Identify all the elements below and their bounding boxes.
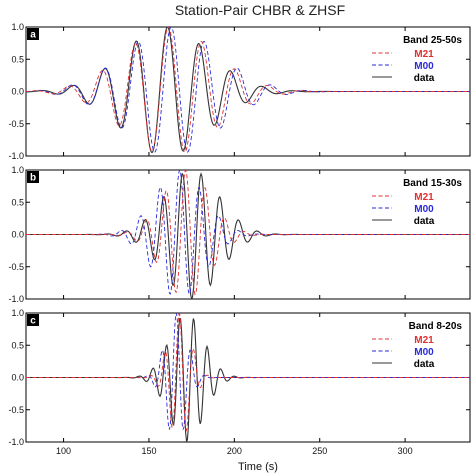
y-tick-label: -0.5 <box>8 119 24 129</box>
legend-label-data: data <box>414 359 435 370</box>
x-tick-label: 150 <box>141 446 156 456</box>
panel-letter-badge <box>27 314 39 326</box>
x-axis-label: Time (s) <box>238 461 278 473</box>
y-tick-label: -1.0 <box>8 294 24 304</box>
series-line-m21 <box>26 313 470 432</box>
x-tick-label: 300 <box>398 446 413 456</box>
legend-label-m00: M00 <box>414 61 434 72</box>
y-tick-label: 1.0 <box>11 165 24 175</box>
y-tick-label: -1.0 <box>8 151 24 161</box>
panel-letter-badge <box>27 28 39 40</box>
y-tick-label: -0.5 <box>8 405 24 415</box>
panel-letter: a <box>30 30 36 41</box>
y-tick-label: 1.0 <box>11 22 24 32</box>
x-tick-label: 250 <box>312 446 327 456</box>
series-line-m00 <box>26 27 470 153</box>
figure-title: Station-Pair CHBR & ZHSF <box>175 2 345 18</box>
legend-title: Band 8-20s <box>409 321 463 332</box>
y-tick-label: -1.0 <box>8 437 24 447</box>
y-tick-label: 0.5 <box>11 54 24 64</box>
y-tick-label: 1.0 <box>11 308 24 318</box>
y-tick-label: -0.5 <box>8 262 24 272</box>
y-tick-label: 0.5 <box>11 340 24 350</box>
legend-label-m00: M00 <box>414 204 434 215</box>
panels: 1.00.50.0-0.5-1.0a Band 25-50sM21M00data1… <box>8 22 471 447</box>
panel-letter-badge <box>27 171 39 183</box>
legend-label-m00: M00 <box>414 347 434 358</box>
x-axis: 100 150 200 250 300 <box>56 446 413 456</box>
y-tick-label: 0.0 <box>11 87 24 97</box>
series-line-m21 <box>26 170 470 296</box>
x-tick-label: 100 <box>56 446 71 456</box>
legend-label-m21: M21 <box>414 49 434 60</box>
y-tick-label: 0.5 <box>11 197 24 207</box>
series-line-m21 <box>26 27 470 153</box>
legend-label-data: data <box>414 73 435 84</box>
legend-title: Band 15-30s <box>403 178 462 189</box>
legend-label-m21: M21 <box>414 335 434 346</box>
legend-title: Band 25-50s <box>403 35 462 46</box>
x-tick-label: 200 <box>227 446 242 456</box>
legend-label-m21: M21 <box>414 192 434 203</box>
y-tick-label: 0.0 <box>11 230 24 240</box>
legend-label-data: data <box>414 216 435 227</box>
panel-letter: b <box>30 173 36 184</box>
panel-letter: c <box>30 316 36 327</box>
y-tick-label: 0.0 <box>11 373 24 383</box>
